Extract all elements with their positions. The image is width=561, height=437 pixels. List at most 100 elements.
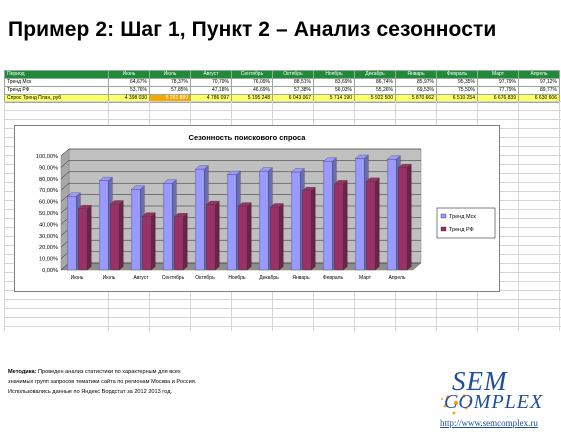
bar-rf-front bbox=[366, 181, 376, 271]
y-tick-label: 30,00% bbox=[39, 234, 58, 240]
table-cell[interactable]: 55,26% bbox=[354, 86, 396, 95]
header-cell[interactable]: Январь bbox=[395, 70, 437, 79]
x-tick-label: Июль bbox=[103, 275, 116, 281]
bar-rf bbox=[77, 204, 92, 271]
table-cell[interactable]: 89,77% bbox=[518, 86, 560, 95]
x-tick-label: Февраль bbox=[323, 275, 344, 281]
table-cell[interactable]: 57,85% bbox=[149, 86, 191, 95]
chart-frame[interactable]: 0,00% 10,00% 20,00% 30,00% 40,00% 50,00% 60,00… bbox=[14, 125, 500, 292]
bar-rf-side bbox=[151, 212, 156, 271]
bar-rf-side bbox=[311, 186, 316, 271]
logo-url-link[interactable]: http://www.semcomplex.ru bbox=[440, 418, 538, 428]
table-cell[interactable]: 56,03% bbox=[313, 86, 355, 95]
x-tick-label: Ноябрь bbox=[228, 275, 246, 281]
bar-rf-front bbox=[302, 190, 312, 271]
header-cell[interactable]: Апрель bbox=[518, 70, 560, 79]
bar-msk-front bbox=[227, 174, 237, 271]
bar-rf bbox=[109, 200, 124, 271]
legend-label-msk: Тренд Мск bbox=[449, 214, 476, 220]
bar-rf bbox=[269, 203, 284, 271]
table-cell[interactable]: 75,50% bbox=[436, 86, 478, 95]
bar-rf-front bbox=[174, 216, 184, 271]
bar-msk-front bbox=[387, 159, 397, 271]
bar-rf-front bbox=[78, 208, 88, 271]
header-cell[interactable]: Ноябрь bbox=[313, 70, 355, 79]
bar-rf-top bbox=[173, 213, 188, 217]
header-cell[interactable]: Февраль bbox=[436, 70, 478, 79]
methodology-note: Методика: Проведен анализ статистики по … bbox=[8, 367, 248, 397]
table-cell[interactable]: 57,38% bbox=[272, 86, 314, 95]
table-row: Тренд Мск 64,67% 78,37% 70,79% 76,09% 88… bbox=[4, 78, 560, 87]
y-tick-label: 10,00% bbox=[39, 257, 58, 263]
bar-rf-side bbox=[343, 180, 348, 271]
table-cell[interactable]: 88,51% bbox=[272, 78, 314, 87]
bar-rf-front bbox=[142, 216, 152, 271]
bar-rf-side bbox=[87, 204, 92, 271]
table-cell[interactable]: 78,37% bbox=[149, 78, 191, 87]
bar-rf-front bbox=[238, 205, 248, 271]
table-cell[interactable]: 53,76% bbox=[108, 86, 150, 95]
sheet-gridline bbox=[4, 101, 561, 102]
bar-rf-top bbox=[77, 205, 92, 209]
slide-title: Пример 2: Шаг 1, Пункт 2 – Анализ сезонн… bbox=[8, 18, 497, 41]
bar-rf-top bbox=[301, 187, 316, 191]
header-cell[interactable]: Июнь bbox=[108, 70, 150, 79]
bar-rf-top bbox=[365, 177, 380, 182]
header-cell[interactable]: Октябрь bbox=[272, 70, 314, 79]
bar-msk-front bbox=[195, 168, 205, 271]
bar-rf-side bbox=[247, 202, 252, 271]
bar-msk-top bbox=[99, 177, 113, 181]
sheet-gridline bbox=[4, 317, 561, 318]
table-cell[interactable]: 97,12% bbox=[518, 78, 560, 87]
y-tick-label: 0,00% bbox=[42, 268, 58, 274]
gridline bbox=[60, 148, 421, 157]
table-cell[interactable]: 47,18% bbox=[190, 86, 232, 95]
methodology-heading: Методика: bbox=[8, 369, 37, 375]
bar-rf-top bbox=[141, 212, 156, 217]
bar-rf bbox=[333, 180, 348, 271]
y-tick-label: 90,00% bbox=[39, 165, 58, 171]
table-cell[interactable]: 46,69% bbox=[231, 86, 273, 95]
x-axis: Июнь Июль Август Сентябрь Октябрь Ноябрь Декаб… bbox=[71, 275, 406, 281]
table-cell[interactable]: 83,69% bbox=[313, 78, 355, 87]
row-label[interactable]: Тренд РФ bbox=[4, 86, 109, 95]
header-cell[interactable]: Август bbox=[190, 70, 232, 79]
legend-swatch-rf bbox=[440, 226, 447, 232]
y-tick-label: 100,00% bbox=[36, 154, 58, 160]
header-cell[interactable]: Март bbox=[477, 70, 519, 79]
x-tick-label: Январь bbox=[292, 275, 310, 281]
bar-msk-front bbox=[259, 170, 269, 271]
table-cell[interactable]: 76,09% bbox=[231, 78, 273, 87]
table-cell[interactable]: 95,35% bbox=[436, 78, 478, 87]
seasonality-table: Период Июнь Июль Август Сентябрь Октябрь… bbox=[4, 70, 560, 103]
sheet-gridline bbox=[4, 110, 561, 111]
x-tick-label: Март bbox=[359, 275, 372, 281]
bar-rf-side bbox=[183, 212, 188, 271]
bar-rf-top bbox=[205, 200, 220, 205]
y-tick-label: 60,00% bbox=[39, 200, 58, 206]
table-cell[interactable]: 77,79% bbox=[477, 86, 519, 95]
table-cell[interactable]: 97,79% bbox=[477, 78, 519, 87]
table-cell[interactable]: 86,74% bbox=[354, 78, 396, 87]
bar-msk-top bbox=[163, 179, 177, 184]
header-cell[interactable]: Период bbox=[4, 70, 109, 79]
table-cell[interactable]: 85,97% bbox=[395, 78, 437, 87]
table-cell[interactable]: 70,79% bbox=[190, 78, 232, 87]
header-cell[interactable]: Сентябрь bbox=[231, 70, 273, 79]
methodology-line: значимых групп запросов тематики сайта п… bbox=[8, 379, 197, 385]
sheet-gridline bbox=[4, 101, 5, 331]
table-cell[interactable]: 6 630 606 bbox=[518, 94, 560, 103]
legend-swatch-msk bbox=[440, 213, 447, 219]
y-tick-label: 50,00% bbox=[39, 211, 58, 217]
logo-word-complex: COMPLEX bbox=[444, 391, 544, 413]
header-cell[interactable]: Декабрь bbox=[354, 70, 396, 79]
logo-burst-icon bbox=[441, 394, 471, 415]
bar-rf-side bbox=[375, 177, 380, 271]
bar-msk-top bbox=[291, 168, 305, 173]
row-label[interactable]: Тренд Мск bbox=[4, 78, 109, 87]
table-cell[interactable]: 69,53% bbox=[395, 86, 437, 95]
x-tick-label: Июнь bbox=[71, 275, 84, 281]
bar-msk-front bbox=[163, 183, 173, 271]
header-cell[interactable]: Июль bbox=[149, 70, 191, 79]
table-cell[interactable]: 64,67% bbox=[108, 78, 150, 87]
